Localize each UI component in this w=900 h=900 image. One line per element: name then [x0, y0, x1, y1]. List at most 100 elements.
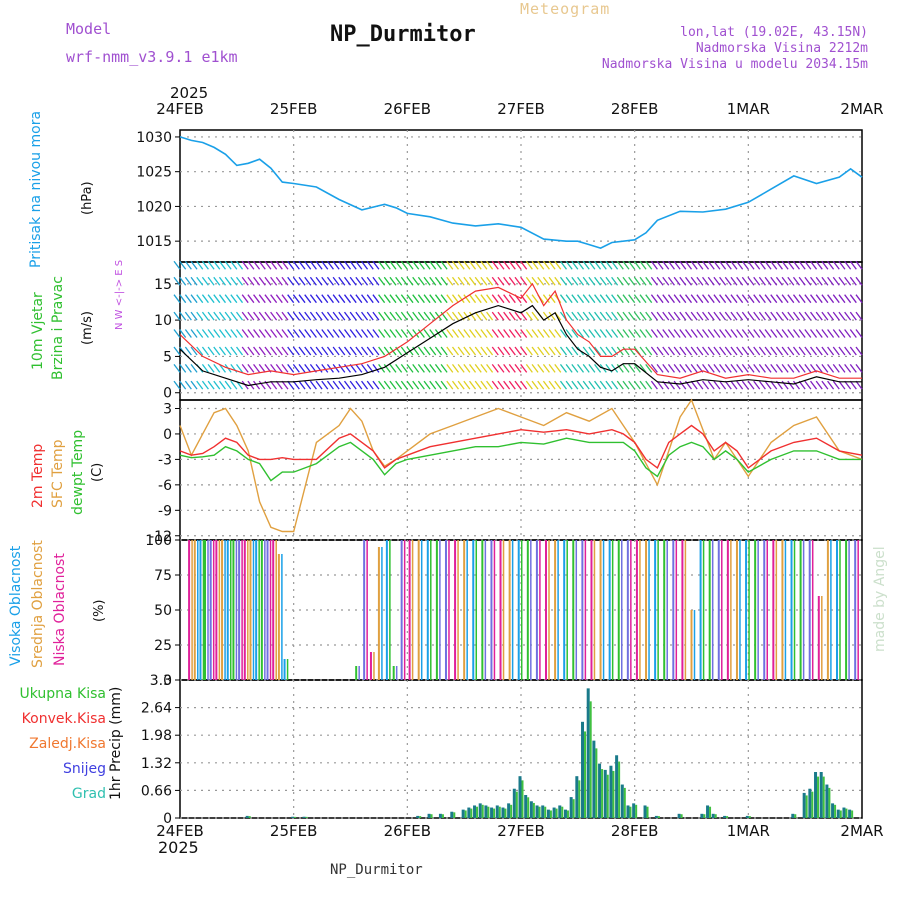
wind-barb: [400, 260, 408, 270]
wind-barb: [264, 329, 272, 338]
wind-barb: [287, 294, 295, 304]
wind-barb: [332, 346, 340, 356]
wind-barb: [292, 329, 300, 338]
wind-barb: [366, 311, 374, 321]
wind-barb: [417, 380, 425, 390]
wind-barb: [275, 364, 283, 373]
wind-barb: [514, 380, 522, 390]
wind-barb: [241, 364, 249, 373]
wind-barb: [383, 311, 391, 321]
wind-barb: [446, 380, 454, 390]
wind-barb: [298, 276, 306, 286]
precip-bar: [578, 780, 581, 818]
wind-barb: [656, 346, 664, 356]
wind-barb: [326, 294, 334, 304]
wind-barb: [588, 329, 596, 338]
wind-barb: [639, 260, 647, 270]
wind-barb: [184, 346, 192, 356]
wind-barb: [673, 380, 681, 390]
wind-barb: [628, 380, 636, 390]
precip-bar: [581, 721, 585, 818]
precip-bar: [575, 776, 579, 818]
wind-barb: [412, 364, 420, 373]
wind-barb: [326, 380, 334, 390]
wind-barb: [366, 260, 374, 270]
wind-barb: [582, 329, 590, 338]
wind-barb: [361, 311, 369, 321]
wind-barb: [548, 346, 556, 356]
precip-bar: [438, 813, 442, 818]
wind-barb: [315, 364, 323, 373]
wind-barb: [548, 311, 556, 321]
wind-barb: [184, 276, 192, 286]
legend-total-rain: Ukupna Kisa: [19, 686, 106, 702]
wind-barb: [378, 276, 386, 286]
wind-barb: [184, 364, 192, 373]
wind-barb: [594, 276, 602, 286]
wind-barb: [662, 346, 670, 356]
wind-barb: [474, 276, 482, 286]
wind-barb: [253, 311, 261, 321]
wind-barb: [747, 276, 755, 286]
precip-bar: [836, 809, 840, 818]
wind-barb: [412, 276, 420, 286]
wind-barb: [486, 311, 494, 321]
precip-bar: [484, 805, 488, 818]
wind-barb: [224, 380, 232, 390]
wind-barb: [798, 346, 806, 356]
wind-barb: [241, 294, 249, 304]
wind-barb: [832, 329, 840, 338]
wind-barb: [741, 329, 749, 338]
wind-barb: [520, 260, 528, 270]
wind-barb: [724, 380, 732, 390]
wind-barb: [292, 364, 300, 373]
wind-barb: [673, 294, 681, 304]
wind-barb: [775, 364, 783, 373]
wind-barb: [434, 294, 442, 304]
precip-bar: [794, 814, 797, 818]
wind-barb: [781, 380, 789, 390]
wind-barb: [741, 276, 749, 286]
wind-barb: [730, 276, 738, 286]
wind-barb: [645, 346, 653, 356]
wind-barb: [281, 260, 289, 270]
wind-barb: [224, 260, 232, 270]
precip-bar: [248, 816, 251, 818]
wind-barb: [378, 380, 386, 390]
precip-bar: [291, 816, 295, 818]
wind-barb: [673, 311, 681, 321]
wind-barb: [736, 276, 744, 286]
wind-barb: [662, 329, 670, 338]
wind-barb: [366, 380, 374, 390]
wind-barb: [224, 329, 232, 338]
wind-barb: [201, 276, 209, 286]
wind-barb: [775, 260, 783, 270]
wind-barb: [588, 276, 596, 286]
y-tick-label: 1015: [136, 234, 172, 250]
wind-barb: [554, 260, 562, 270]
precip-bar: [512, 788, 516, 818]
wind-barb: [639, 380, 647, 390]
wind-barb: [571, 346, 579, 356]
wind-barb: [781, 276, 789, 286]
wind-barb: [179, 329, 187, 338]
precip-bar: [461, 809, 465, 818]
precip-bar: [521, 780, 524, 818]
x-tick-label-top: 1MAR: [727, 100, 770, 118]
wind-barb: [514, 260, 522, 270]
wind-barb: [508, 329, 516, 338]
wind-barb: [508, 346, 516, 356]
wind-barb: [230, 260, 238, 270]
precip-bar: [524, 795, 528, 818]
wind-barb: [378, 294, 386, 304]
wind-barb: [207, 311, 215, 321]
wind-barb: [525, 329, 533, 338]
wind-barb: [656, 329, 664, 338]
wind-barb: [434, 380, 442, 390]
wind-barb: [656, 311, 664, 321]
precip-bar: [606, 774, 609, 818]
wind-barb: [684, 329, 693, 338]
wind-barb: [281, 276, 289, 286]
wind-barb: [389, 276, 397, 286]
wind-barb: [298, 329, 306, 338]
